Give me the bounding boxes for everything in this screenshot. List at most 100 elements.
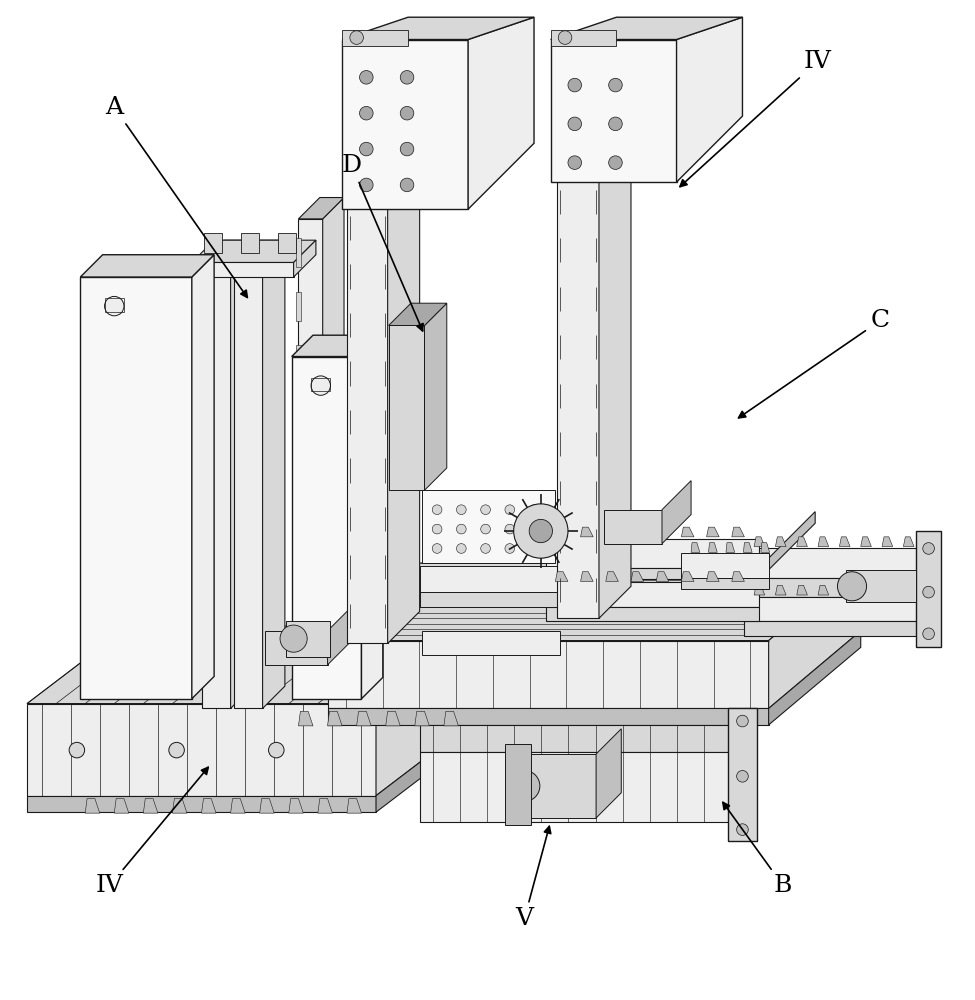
Polygon shape (882, 537, 893, 547)
Polygon shape (599, 134, 631, 618)
Polygon shape (376, 718, 478, 812)
Polygon shape (264, 631, 328, 665)
Circle shape (838, 572, 867, 601)
Polygon shape (233, 240, 285, 262)
Polygon shape (342, 40, 468, 209)
Circle shape (268, 742, 284, 758)
Circle shape (529, 519, 553, 543)
Polygon shape (768, 563, 861, 708)
Polygon shape (231, 799, 245, 813)
Polygon shape (347, 799, 362, 813)
Circle shape (69, 742, 85, 758)
Polygon shape (357, 711, 371, 726)
Text: A: A (105, 96, 248, 297)
Polygon shape (233, 262, 262, 708)
Circle shape (456, 524, 466, 534)
Polygon shape (551, 17, 743, 40)
Polygon shape (551, 40, 677, 182)
Polygon shape (558, 166, 599, 618)
Polygon shape (546, 539, 759, 568)
Polygon shape (707, 527, 720, 537)
Polygon shape (605, 527, 618, 537)
Polygon shape (682, 553, 768, 578)
Polygon shape (328, 563, 861, 641)
Circle shape (432, 544, 442, 553)
Circle shape (922, 628, 934, 640)
Circle shape (432, 524, 442, 534)
Polygon shape (818, 537, 829, 547)
Polygon shape (362, 335, 383, 699)
Polygon shape (861, 585, 872, 595)
Polygon shape (318, 799, 332, 813)
Circle shape (568, 117, 581, 131)
Polygon shape (289, 799, 303, 813)
Circle shape (737, 770, 748, 782)
Polygon shape (419, 752, 744, 822)
Text: IV: IV (96, 767, 209, 897)
Polygon shape (797, 585, 807, 595)
Polygon shape (682, 527, 694, 537)
Polygon shape (295, 505, 301, 534)
Circle shape (401, 178, 413, 192)
Polygon shape (295, 452, 301, 481)
Polygon shape (295, 398, 301, 427)
Polygon shape (760, 543, 769, 552)
Polygon shape (295, 292, 301, 321)
Polygon shape (682, 578, 768, 589)
Polygon shape (298, 198, 344, 219)
Polygon shape (388, 163, 419, 643)
Text: IV: IV (680, 50, 831, 187)
Polygon shape (662, 481, 691, 544)
Circle shape (280, 625, 307, 652)
Polygon shape (27, 704, 376, 796)
Circle shape (104, 296, 124, 316)
Polygon shape (376, 626, 478, 796)
Circle shape (509, 770, 540, 801)
Polygon shape (389, 325, 424, 490)
Polygon shape (744, 548, 928, 578)
Circle shape (559, 31, 572, 44)
Polygon shape (551, 30, 616, 46)
Circle shape (922, 586, 934, 598)
Text: C: C (738, 309, 890, 418)
Polygon shape (656, 527, 669, 537)
Polygon shape (278, 233, 295, 253)
Polygon shape (421, 490, 556, 563)
Polygon shape (114, 799, 129, 813)
Polygon shape (517, 754, 596, 818)
Polygon shape (27, 626, 478, 704)
Polygon shape (768, 631, 861, 725)
Circle shape (401, 106, 413, 120)
Polygon shape (85, 799, 99, 813)
Polygon shape (386, 711, 401, 726)
Text: D: D (341, 154, 423, 331)
Polygon shape (691, 543, 700, 552)
Polygon shape (732, 527, 744, 537)
Polygon shape (556, 527, 568, 537)
Polygon shape (295, 345, 301, 374)
Circle shape (360, 106, 373, 120)
Polygon shape (732, 572, 744, 581)
Polygon shape (709, 543, 718, 552)
Polygon shape (295, 611, 301, 641)
Polygon shape (904, 537, 914, 547)
Polygon shape (728, 708, 757, 841)
Polygon shape (328, 641, 768, 708)
Circle shape (737, 715, 748, 727)
Polygon shape (241, 233, 258, 253)
Polygon shape (468, 17, 534, 209)
Polygon shape (328, 607, 352, 665)
Polygon shape (604, 510, 662, 544)
Polygon shape (231, 240, 253, 708)
Circle shape (568, 156, 581, 169)
Polygon shape (192, 240, 316, 262)
Polygon shape (861, 537, 872, 547)
Polygon shape (839, 537, 850, 547)
Polygon shape (546, 582, 759, 607)
Polygon shape (818, 585, 829, 595)
Circle shape (568, 78, 581, 92)
Polygon shape (202, 799, 216, 813)
Polygon shape (202, 262, 231, 708)
Circle shape (529, 505, 539, 515)
Circle shape (456, 544, 466, 553)
